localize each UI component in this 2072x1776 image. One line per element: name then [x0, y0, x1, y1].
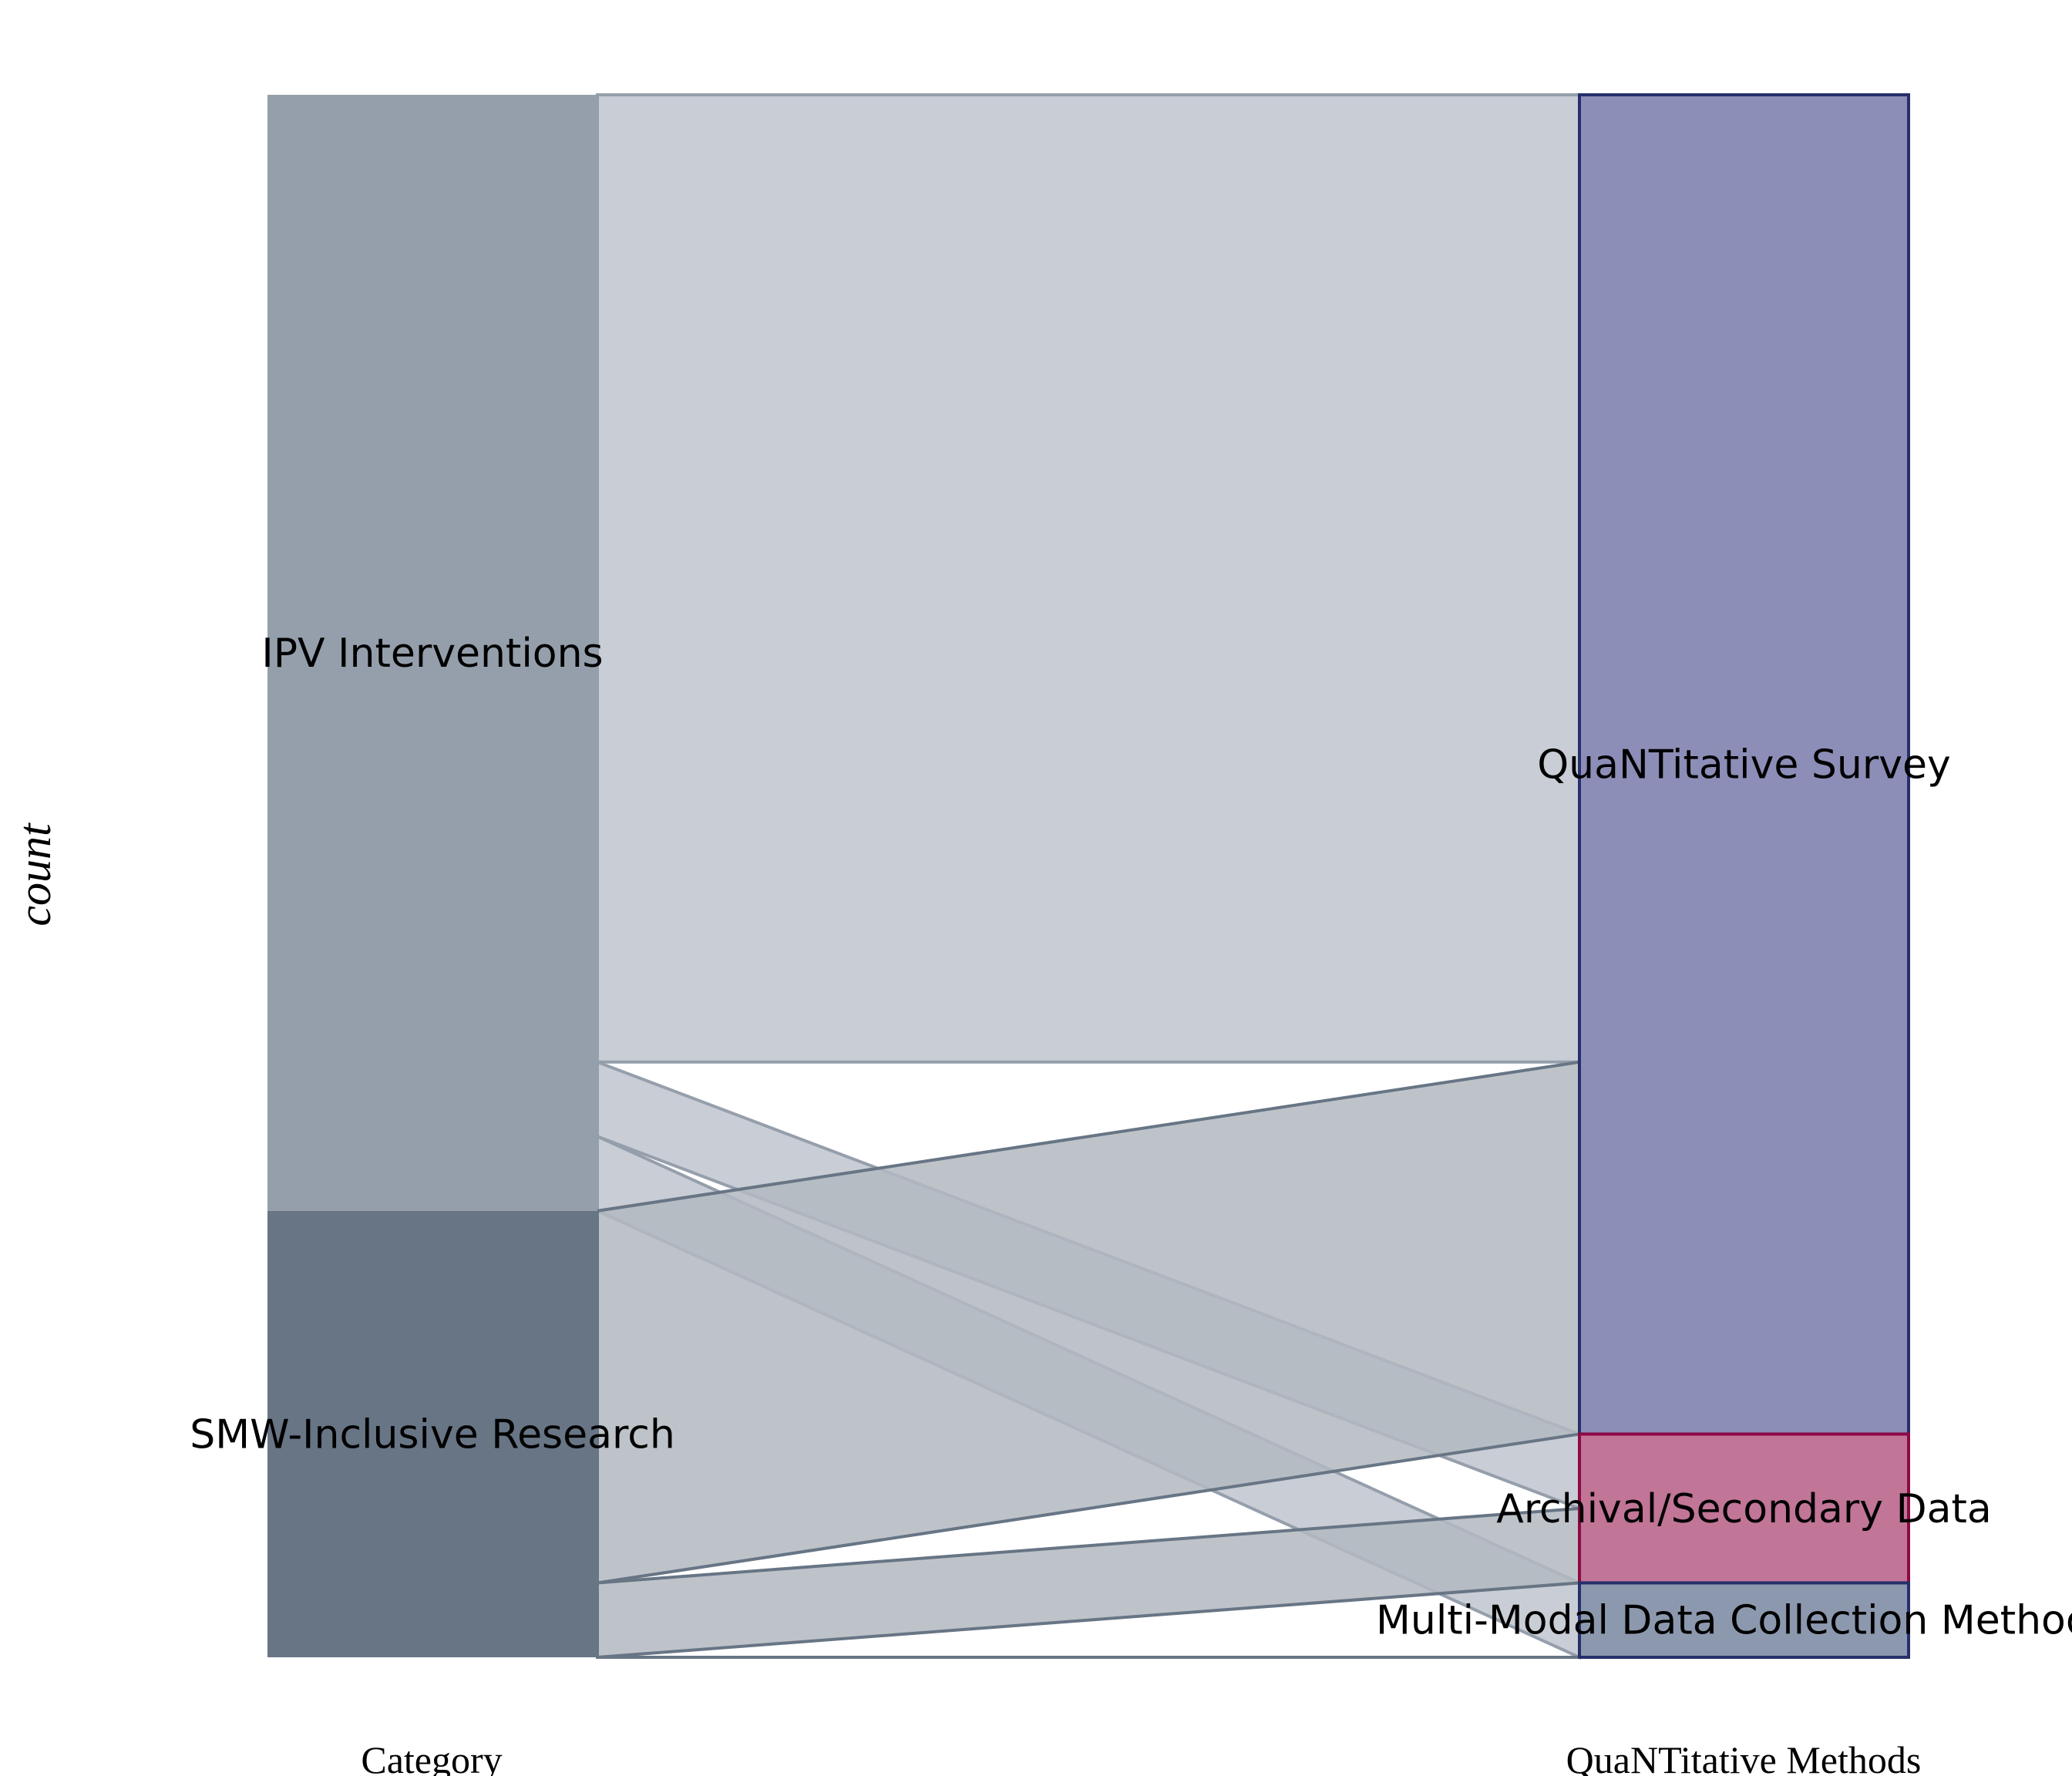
x-axis-label-left: Category [361, 1738, 502, 1776]
node-label-smw-inclusive-research: SMW-Inclusive Research [190, 1411, 675, 1458]
node-quantitative-survey [1578, 93, 1910, 1436]
node-label-archival-secondary-data: Archival/Secondary Data [1496, 1486, 1991, 1532]
flow-ipv-interventions-to-quantitative-survey [596, 93, 1581, 1064]
labels-layer: IPV Interventions SMW-Inclusive Research Q… [190, 631, 2072, 1644]
y-axis-title: count [9, 822, 60, 927]
node-archival-secondary-data [1578, 1432, 1910, 1585]
flows-layer [596, 93, 1581, 1660]
node-label-quantitative-survey: QuaNTitative Survey [1537, 742, 1951, 789]
node-multi-modal-data-collection-methods [1578, 1581, 1910, 1659]
node-smw-inclusive-research [267, 1210, 597, 1657]
node-ipv-interventions [267, 95, 597, 1211]
node-label-ipv-interventions: IPV Interventions [261, 631, 603, 677]
nodes-layer [267, 93, 1910, 1659]
node-label-multi-modal-data-collection-methods: Multi-Modal Data Collection Methods [1376, 1598, 2072, 1644]
x-axis-label-right: QuaNTitative Methods [1566, 1738, 1922, 1776]
